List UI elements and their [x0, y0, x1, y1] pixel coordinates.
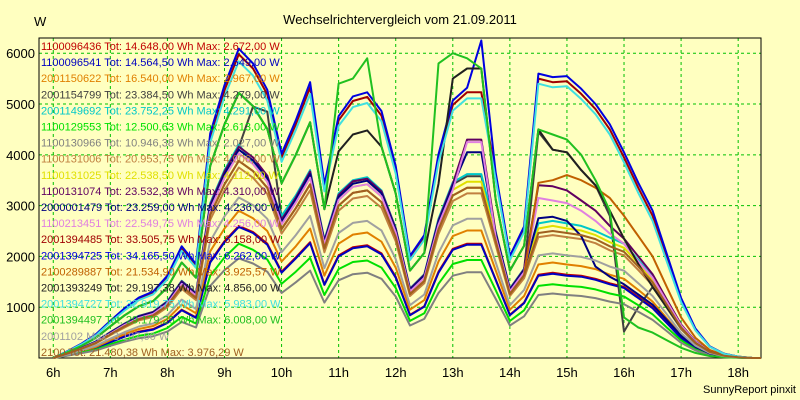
series-line-2001394727: [52, 60, 761, 359]
series-line-1100129553: [53, 242, 761, 359]
y-axis-unit: W: [34, 14, 47, 29]
legend-entry: 2001394485 Tot: 33.505,75 Wh Max: 6.158,…: [41, 234, 281, 246]
footer-credit: SunnyReport pinxit: [703, 384, 796, 396]
y-tick-label: 1000: [6, 300, 35, 315]
legend-entry: 2100 Tot: 21.480,38 Wh Max: 3.976,29 W: [41, 347, 244, 359]
plot-frame: [38, 37, 762, 359]
series-line-2001394497: [52, 52, 761, 359]
series-line-2001150622: [53, 209, 761, 359]
legend-entry: 2001394497 Tot: 29.179,25 Wh Max: 6.008,…: [41, 315, 281, 327]
x-tick-label: 8h: [160, 365, 174, 380]
y-tick-label: 2000: [6, 249, 35, 264]
series-line-2100: [52, 159, 761, 359]
series-line-1100130966: [53, 257, 761, 359]
x-tick-label: 14h: [499, 365, 521, 380]
x-tick-label: 13h: [442, 365, 464, 380]
legend-entry: 2001149692 Tot: 23.752,25 Wh Max: 4.291,…: [41, 105, 280, 117]
legend-entry: 1100131074 Tot: 23.532,38 Wh Max: 4.310,…: [41, 186, 280, 198]
y-tick-label: 4000: [6, 148, 35, 163]
x-tick-label: 10h: [271, 365, 293, 380]
x-tick-label: 18h: [727, 365, 749, 380]
x-tick-label: 16h: [613, 365, 635, 380]
legend-entry: 2000001479 Tot: 23.259,00 Wh Max: 4.236,…: [41, 202, 281, 214]
y-tick-label: 6000: [6, 46, 35, 61]
legend-entry: 1100129553 Tot: 12.500,63 Wh Max: 2.613,…: [41, 122, 280, 134]
legend-entry: 1100096541 Tot: 14.564,50 Wh Max: 2.649,…: [41, 57, 280, 69]
legend-entry: 2001150622 Tot: 16.540,00 Wh Max: 2.967,…: [41, 73, 280, 85]
x-tick-label: 9h: [217, 365, 231, 380]
legend-entry: 2100289887 Tot: 21.534,90 Wh Max: 3.925,…: [41, 266, 281, 278]
legend-entry: 2001154799 Tot: 23.384,50 Wh Max: 4.279,…: [41, 89, 280, 101]
y-tick-label: 3000: [6, 199, 35, 214]
legend-entry: 1100213451 Tot: 22.549,75 Wh Max: 4.256,…: [41, 218, 280, 230]
legend-entry: 1100131006 Tot: 20.953,75 Wh Max: 4.006,…: [41, 154, 280, 166]
y-axis: 1000 2000 3000 4000 5000 6000: [6, 46, 35, 315]
series-line-1100096541: [53, 226, 761, 359]
legend: 1100096436 Tot: 14.648,00 Wh Max: 2.672,…: [41, 41, 281, 359]
legend-entry: 2001394727 Tot: 32.919,75 Wh Max: 5.983,…: [41, 299, 281, 311]
chart-title: Wechselrichtervergleich vom 21.09.2011: [283, 12, 517, 27]
x-tick-label: 6h: [46, 365, 60, 380]
legend-entry: 2001102 Max: 3.197,00 W: [41, 331, 170, 343]
x-tick-label: 17h: [670, 365, 692, 380]
y-tick-label: 5000: [6, 97, 35, 112]
legend-entry: 1100096436 Tot: 14.648,00 Wh Max: 2.672,…: [41, 41, 280, 53]
x-tick-label: 12h: [385, 365, 407, 380]
series-line-2001102: [53, 196, 761, 359]
legend-entry: 1100130966 Tot: 10.946,38 Wh Max: 2.027,…: [41, 138, 280, 150]
legend-entry: 2001394725 Tot: 34.165,50 Wh Max: 6.262,…: [41, 250, 281, 262]
x-axis: 6h 7h 8h 9h 10h 11h 12h 13h 14h 15h 16h 17h 18h: [46, 365, 749, 380]
legend-entry: 1100131025 Tot: 22.538,50 Wh Max: 4.112,…: [41, 170, 280, 182]
legend-entry: 2001393249 Tot: 29.197,38 Wh Max: 4.856,…: [41, 283, 281, 295]
x-tick-label: 11h: [328, 365, 349, 380]
x-tick-label: 7h: [103, 365, 117, 380]
x-tick-label: 15h: [556, 365, 578, 380]
series-lines: [52, 39, 761, 359]
